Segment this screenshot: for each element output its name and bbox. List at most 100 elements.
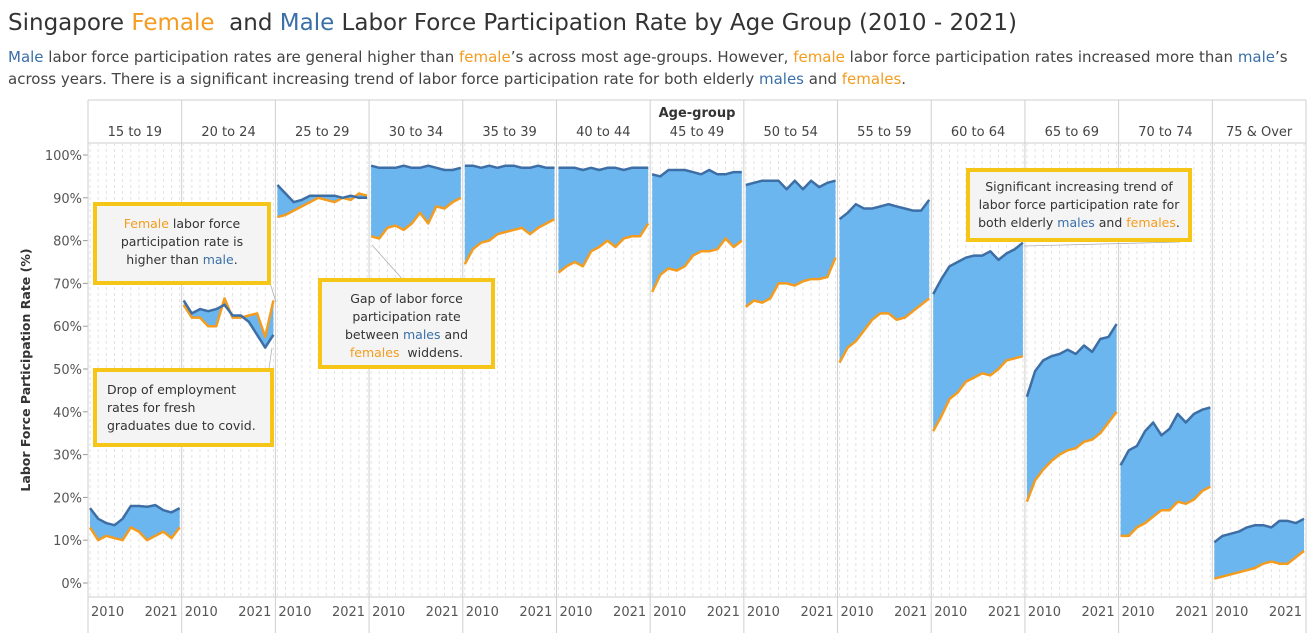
age-group-label: 45 to 49 [670, 125, 724, 140]
gap-area [558, 167, 649, 273]
subtitle-male-1: Male [8, 48, 44, 66]
callout2-males: males [403, 327, 441, 342]
callout1-text: labor force participation rate is higher… [120, 216, 244, 267]
column-header-title: Age-group [659, 106, 736, 121]
callout3-text: Drop of employment rates for fresh gradu… [107, 382, 256, 433]
age-group-label: 75 & Over [1226, 125, 1293, 140]
gap-area [745, 180, 836, 307]
x-tick-label: 2021 [1269, 605, 1302, 620]
x-tick-label: 2010 [372, 605, 405, 620]
callout2-text: Gap of labor force participation rate be… [344, 291, 463, 342]
title-prefix: Singapore [8, 10, 132, 36]
title-and: and [214, 10, 280, 36]
y-tick-label: 80% [53, 235, 82, 250]
age-group-label: 15 to 19 [108, 125, 162, 140]
female-series-line [1213, 549, 1305, 580]
male-series-line [370, 164, 462, 172]
callout-connector [1023, 241, 1181, 247]
x-tick-label: 2010 [91, 605, 124, 620]
x-tick-label: 2021 [426, 605, 459, 620]
age-group-label: 65 to 69 [1045, 125, 1099, 140]
female-series-line [277, 192, 368, 219]
female-series-line [182, 297, 275, 339]
y-tick-label: 100% [45, 149, 82, 164]
y-tick-label: 50% [53, 363, 82, 378]
subtitle-text-6: . [901, 70, 907, 88]
x-tick-label: 2021 [988, 605, 1021, 620]
subtitle-female-3: females [841, 70, 902, 88]
subtitle-text-3: labor force participation rates increase… [844, 48, 1238, 66]
x-tick-label: 2010 [466, 605, 499, 620]
male-series-line [745, 179, 836, 191]
female-series-line [838, 297, 930, 364]
female-series-line [651, 237, 743, 293]
x-tick-label: 2010 [934, 605, 967, 620]
x-tick-label: 2010 [1028, 605, 1061, 620]
x-tick-label: 2021 [519, 605, 552, 620]
female-series-line [557, 222, 650, 274]
female-series-line [1025, 411, 1118, 503]
age-group-label: 60 to 64 [951, 125, 1005, 140]
x-tick-label: 2010 [1215, 605, 1248, 620]
x-tick-label: 2021 [1082, 605, 1115, 620]
male-series-line [1025, 323, 1118, 398]
gap-area [464, 165, 555, 265]
callout4-end: . [1175, 215, 1180, 230]
y-tick-label: 30% [53, 449, 82, 464]
callout2-and: and [440, 327, 469, 342]
callout-elderly-trend: Significant increasing trend of labor fo… [966, 168, 1192, 242]
y-tick-label: 10% [53, 534, 82, 549]
y-tick-label: 60% [53, 320, 82, 335]
age-group-label: 30 to 34 [389, 125, 443, 140]
male-series-line [89, 503, 181, 527]
y-tick-label: 70% [53, 277, 82, 292]
callout-connector [371, 244, 406, 283]
x-tick-label: 2010 [185, 605, 218, 620]
x-tick-label: 2010 [747, 605, 780, 620]
age-group-label: 55 to 59 [857, 125, 911, 140]
chart-subtitle: Male labor force participation rates are… [8, 46, 1308, 90]
male-series-line [1119, 406, 1211, 466]
callout4-text: Significant increasing trend of labor fo… [978, 179, 1180, 230]
female-series-line [88, 526, 181, 542]
x-tick-label: 2010 [1122, 605, 1155, 620]
male-series-line [932, 241, 1024, 295]
gap-area [1026, 324, 1117, 502]
x-tick-label: 2010 [653, 605, 686, 620]
x-tick-label: 2021 [800, 605, 833, 620]
callout-gap-widens: Gap of labor force participation rate be… [318, 278, 495, 369]
male-series-line [558, 166, 649, 172]
age-group-label: 25 to 29 [295, 125, 349, 140]
callout-connector [269, 282, 277, 303]
subtitle-female-2: female [793, 48, 845, 66]
subtitle-male-2: male [1237, 48, 1276, 66]
age-group-label: 40 to 44 [576, 125, 630, 140]
female-series-line [370, 196, 462, 240]
callout2-females: females [349, 345, 400, 360]
male-series-line [651, 168, 742, 178]
callout4-females: females [1126, 215, 1176, 230]
y-tick-label: 20% [53, 491, 82, 506]
subtitle-text-4: ’s across years. There is a significant … [8, 48, 1288, 88]
title-male: Male [279, 10, 335, 36]
title-female: Female [131, 10, 215, 36]
x-tick-label: 2021 [332, 605, 365, 620]
age-group-label: 20 to 24 [201, 125, 255, 140]
male-series-line [276, 184, 368, 204]
x-tick-label: 2021 [1175, 605, 1208, 620]
female-series-line [463, 218, 556, 265]
male-series-line [464, 164, 555, 170]
male-series-line [1213, 517, 1305, 544]
subtitle-text-2: ’s across most age-groups. However, [510, 48, 794, 66]
callout1-male: male [202, 252, 234, 267]
age-group-label: 35 to 39 [482, 125, 536, 140]
female-series-line [745, 257, 837, 308]
x-tick-label: 2021 [145, 605, 178, 620]
y-axis-title: Labor Force Participation Rate (%) [18, 248, 33, 491]
callout-covid-drop: Drop of employment rates for fresh gradu… [93, 368, 274, 447]
callout1-end: . [233, 252, 238, 267]
x-tick-label: 2021 [894, 605, 927, 620]
y-tick-label: 0% [61, 577, 82, 592]
subtitle-text-1: labor force participation rates are gene… [43, 48, 459, 66]
